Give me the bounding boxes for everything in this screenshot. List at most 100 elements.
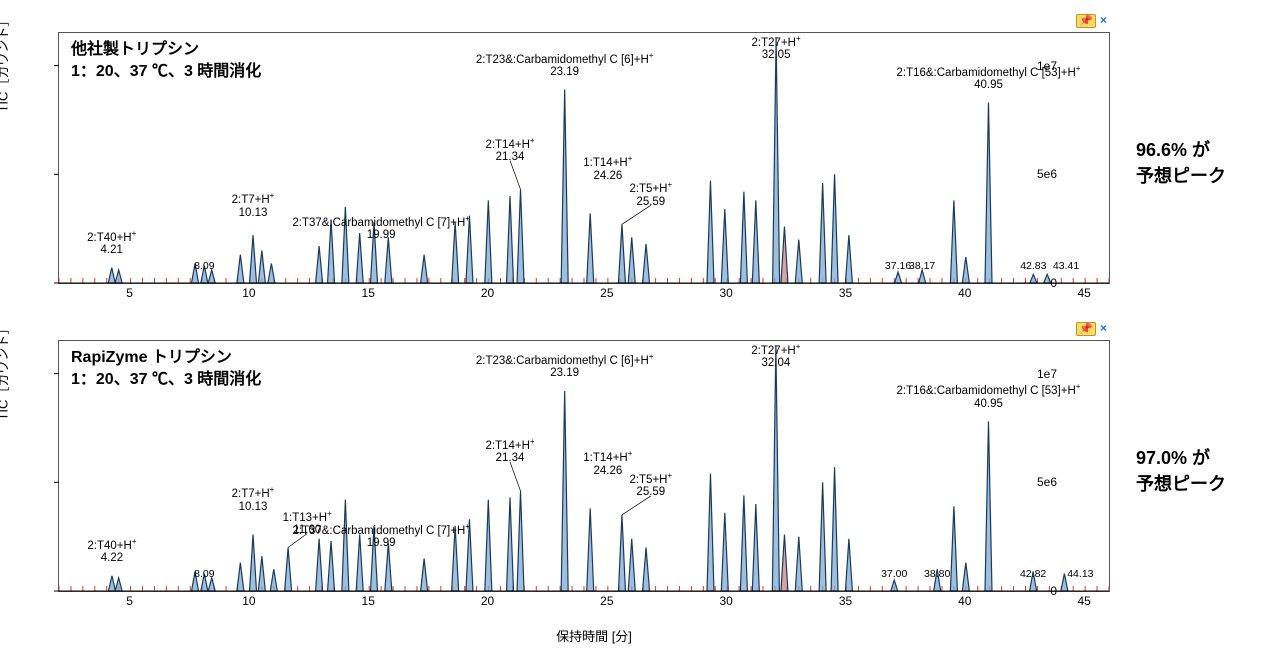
- chromatogram-peak: [385, 237, 392, 283]
- y-axis-label: TIC［カウント］: [0, 322, 12, 421]
- peak-label: 42.83: [1020, 261, 1046, 273]
- chromatogram-peak: [819, 482, 826, 591]
- chromatogram-peak: [721, 209, 728, 283]
- chromatogram-peak: [781, 534, 788, 591]
- peak-label: 2:T37&:Carbamidomethyl C [7]+H+19.99: [292, 523, 470, 550]
- chart-title: RapiZyme トリプシン1：20、37 ℃、3 時間消化: [71, 347, 261, 390]
- y-tick-label: 5e6: [1017, 167, 1057, 181]
- chromatogram-peak: [740, 192, 747, 283]
- x-tick-label: 35: [839, 594, 852, 608]
- peak-label: 2:T7+H+10.13: [232, 486, 275, 513]
- peak-label-rt: 32.05: [752, 49, 801, 62]
- chromatogram-peak: [985, 103, 992, 283]
- chromatogram-peak: [643, 548, 650, 591]
- chart-row-bottom: TIC［カウント］📌×RapiZyme トリプシン1：20、37 ℃、3 時間消…: [10, 318, 1270, 622]
- chromatogram-peak: [773, 37, 780, 283]
- chromatogram-peak: [795, 240, 802, 283]
- peak-label-id: 2:T14+H+: [485, 137, 534, 151]
- expected-peaks-label: 97.0% が予想ピーク: [1130, 444, 1266, 496]
- chart-container: TIC［カウント］📌×他社製トリプシン1：20、37 ℃、3 時間消化2:T40…: [10, 10, 1130, 314]
- peak-label-rt: 10.13: [232, 207, 275, 220]
- chromatogram-peak: [740, 495, 747, 591]
- peak-label-rt: 24.26: [583, 465, 632, 478]
- peak-label-id: 2:T37&:Carbamidomethyl C [7]+H+: [292, 215, 470, 229]
- peak-label-id: 2:T5+H+: [629, 181, 672, 195]
- title-line2: 1：20、37 ℃、3 時間消化: [71, 63, 261, 80]
- x-tick-label: 40: [958, 286, 971, 300]
- y-tick-label: 1e7: [1017, 367, 1057, 381]
- expected-peaks-label: 96.6% が予想ピーク: [1130, 136, 1266, 188]
- x-tick-label: 15: [362, 594, 375, 608]
- x-tick-label: 45: [1077, 594, 1090, 608]
- peak-label: 2:T27+H+32.05: [752, 35, 801, 62]
- chromatogram-peak: [115, 270, 122, 283]
- peak-label: 2:T16&:Carbamidomethyl C [53]+H+40.95: [896, 65, 1080, 92]
- peak-label: 2:T5+H+25.59: [629, 181, 672, 208]
- peak-label-id: 1:T14+H+: [583, 155, 632, 169]
- chromatogram-peak: [587, 213, 594, 283]
- x-tick-label: 25: [600, 286, 613, 300]
- x-tick-label: 30: [719, 594, 732, 608]
- peak-label: 8.09: [194, 569, 214, 581]
- chromatogram-peak: [108, 268, 115, 283]
- pin-icon[interactable]: 📌: [1076, 14, 1096, 28]
- pin-icon[interactable]: 📌: [1076, 322, 1096, 336]
- peak-label-rt: 37.16: [885, 261, 911, 273]
- peak-label: 8.09: [194, 261, 214, 273]
- x-tick-label: 10: [242, 594, 255, 608]
- peak-label-id: 2:T7+H+: [232, 486, 275, 500]
- chromatogram-peak: [752, 504, 759, 591]
- peak-label: 2:T5+H+25.59: [629, 472, 672, 499]
- peak-label-rt: 25.59: [629, 196, 672, 209]
- chromatogram-peak: [517, 190, 524, 283]
- chromatogram-peak: [517, 491, 524, 591]
- peak-label-rt: 23.19: [476, 66, 654, 79]
- chart-container: TIC［カウント］📌×RapiZyme トリプシン1：20、37 ℃、3 時間消…: [10, 318, 1130, 622]
- peak-label: 42.82: [1020, 569, 1046, 581]
- peak-label: 2:T23&:Carbamidomethyl C [6]+H+23.19: [476, 52, 654, 79]
- peak-label-rt: 40.95: [896, 398, 1080, 411]
- side-line2: 予想ピーク: [1136, 470, 1266, 496]
- peak-label: 38.80: [924, 569, 950, 581]
- close-icon[interactable]: ×: [1100, 13, 1107, 27]
- peak-label-id: 2:T7+H+: [232, 192, 275, 206]
- x-axis-area: 51015202530354045: [58, 284, 1108, 314]
- chromatogram-peak: [628, 539, 635, 591]
- peak-label-rt: 24.26: [583, 170, 632, 183]
- chromatogram-peak: [752, 200, 759, 283]
- chromatogram-peak: [270, 569, 277, 591]
- chart-title: 他社製トリプシン 1：20、37 ℃、3 時間消化: [71, 39, 261, 82]
- chromatogram-peak: [618, 515, 625, 591]
- peak-label: 2:T7+H+10.13: [232, 192, 275, 219]
- plot-area: 📌×他社製トリプシン1：20、37 ℃、3 時間消化2:T40+H+4.218.…: [58, 32, 1110, 284]
- title-line1: 他社製トリプシン: [71, 41, 199, 58]
- close-icon[interactable]: ×: [1100, 321, 1107, 335]
- chromatogram-peak: [831, 174, 838, 283]
- peak-label: 2:T14+H+21.34: [485, 438, 534, 465]
- peak-label-id: 2:T16&:Carbamidomethyl C [53]+H+: [896, 65, 1080, 79]
- peak-label-id: 2:T27+H+: [752, 35, 801, 49]
- chromatogram-peak: [250, 235, 257, 283]
- chromatogram-peak: [707, 181, 714, 283]
- chromatogram-peak: [845, 539, 852, 591]
- chromatogram-peak: [115, 578, 122, 591]
- chromatogram-peak: [962, 257, 969, 283]
- x-tick-label: 40: [958, 594, 971, 608]
- peak-label: 1:T14+H+24.26: [583, 450, 632, 477]
- chromatogram-peak: [950, 200, 957, 283]
- peak-label: 2:T40+H+4.22: [87, 538, 136, 565]
- chromatogram-peak: [950, 506, 957, 591]
- x-axis-label: 保持時間 [分]: [10, 626, 1178, 645]
- peak-label-rt: 4.22: [87, 552, 136, 565]
- peak-label-rt: 4.21: [87, 244, 136, 257]
- peak-label-id: 2:T27+H+: [751, 343, 800, 357]
- chromatogram-peak: [587, 508, 594, 591]
- chromatogram-peak: [258, 250, 265, 283]
- x-tick-label: 45: [1077, 286, 1090, 300]
- chromatogram-peak: [250, 534, 257, 591]
- peak-label-rt: 42.82: [1020, 569, 1046, 581]
- chromatogram-peak: [618, 224, 625, 283]
- chart-row-top: TIC［カウント］📌×他社製トリプシン1：20、37 ℃、3 時間消化2:T40…: [10, 10, 1270, 314]
- chromatogram-peak: [285, 548, 292, 591]
- peak-label-id: 2:T16&:Carbamidomethyl C [53]+H+: [896, 383, 1080, 397]
